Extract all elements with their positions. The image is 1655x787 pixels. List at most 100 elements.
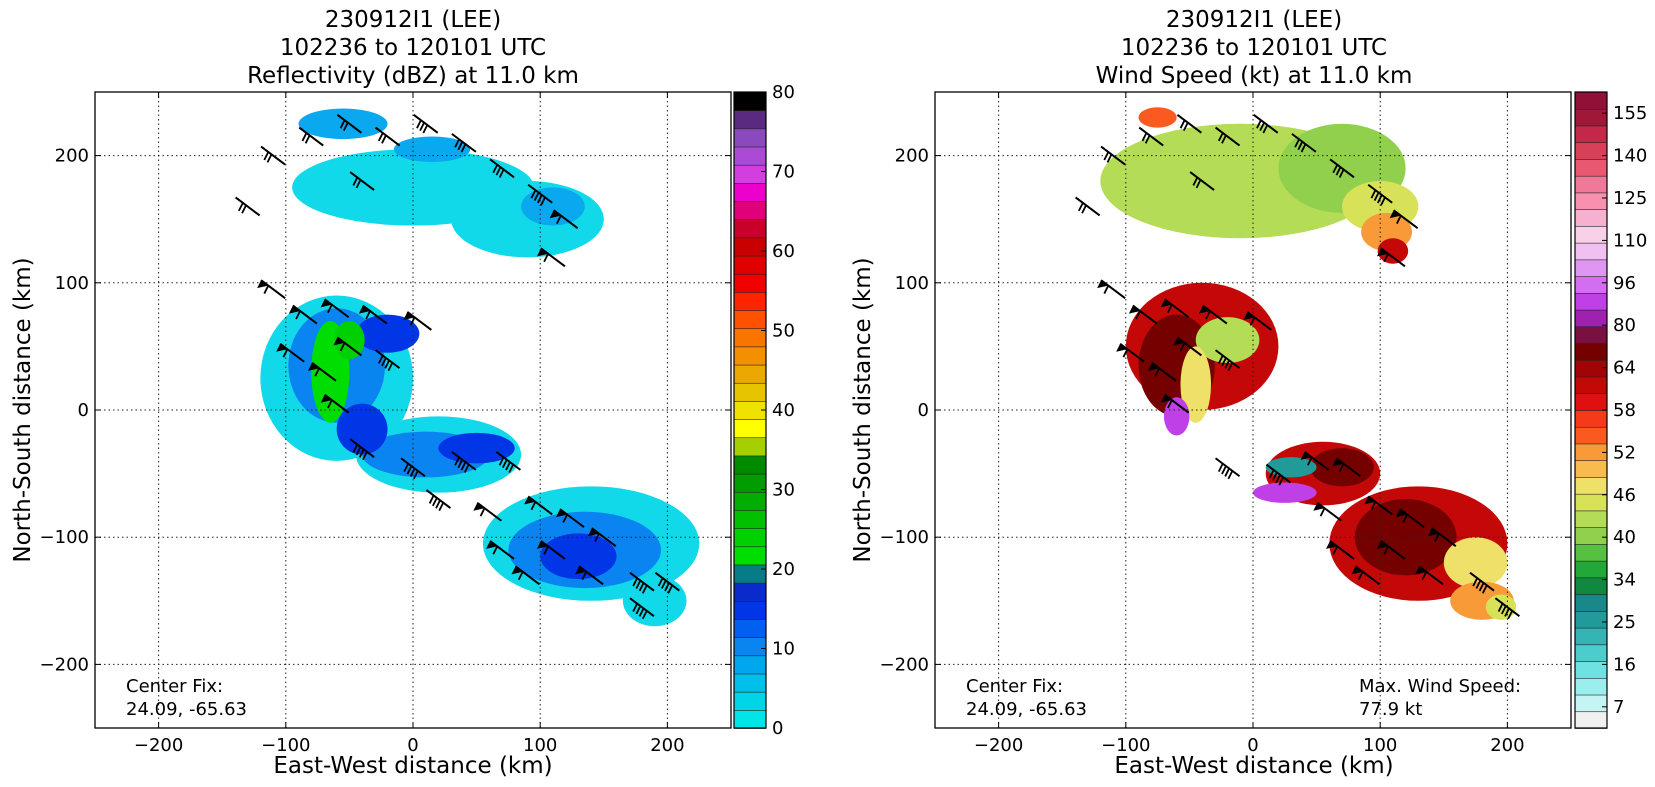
colorbar-segment [733, 346, 767, 366]
barb-flag [543, 253, 549, 263]
barb-flag [1221, 357, 1227, 367]
barb-shaft [400, 457, 426, 478]
colorbar-tick-label: 80 [772, 82, 795, 103]
colorbar-segment [1574, 175, 1608, 194]
barb-shaft [349, 438, 375, 458]
barb-pennant [403, 311, 415, 320]
barb-shaft [451, 451, 477, 471]
wind-barb [451, 451, 477, 473]
center-fix-value: 24.09, -65.63 [126, 699, 247, 720]
wind-speed-plot-area: −200 −100 0 100 200 −200 −100 0 100 200 [880, 91, 1572, 756]
barb-shaft [336, 336, 362, 357]
barb-flag [387, 362, 394, 372]
center-fix-label: Center Fix: [126, 676, 223, 697]
colorbar-segment [733, 309, 767, 330]
wind-barb [486, 540, 515, 560]
wind-barb [489, 158, 515, 179]
colorbar-segment [1574, 660, 1608, 679]
barb-flag [1376, 194, 1383, 204]
colorbar-segment [733, 436, 767, 457]
barb-flag [301, 132, 308, 142]
data-cell [1354, 499, 1457, 576]
x-tick-label: 200 [1490, 735, 1524, 756]
colorbar-tick-label: 46 [1613, 485, 1636, 506]
wind-barb [336, 114, 362, 134]
barb-shaft [1367, 183, 1393, 204]
colorbar-tick-label: 60 [772, 241, 795, 262]
barb-flag [543, 545, 549, 555]
barb-flag [498, 456, 505, 466]
colorbar-segment [733, 655, 767, 675]
barb-flag [508, 464, 515, 473]
barb-shaft [1100, 145, 1126, 166]
barb-pennant [511, 566, 523, 575]
wind-barb [1214, 349, 1241, 372]
y-tick-label: 200 [895, 146, 929, 167]
colorbar-segment [1574, 326, 1608, 344]
colorbar-segment [733, 200, 767, 220]
barb-flag [327, 399, 333, 409]
barb-shaft [1138, 126, 1164, 147]
barb-shaft [1291, 133, 1317, 153]
barb-shaft [260, 145, 286, 166]
x-tick-label: 200 [650, 735, 684, 756]
wind-barb [1396, 508, 1425, 528]
colorbar-segment [1574, 710, 1608, 729]
barb-flag [412, 470, 419, 480]
wind-barb [1214, 457, 1241, 480]
colorbar-segment [1574, 476, 1608, 495]
barb-shaft [406, 311, 432, 331]
wind-barb [1326, 540, 1355, 560]
barb-shaft [540, 540, 566, 560]
barb-shaft [235, 196, 261, 217]
wind-barb [1198, 304, 1228, 325]
max-wind-label: Max. Wind Speed: [1359, 676, 1521, 697]
barb-flag [266, 153, 273, 163]
wind-barb [1300, 451, 1330, 471]
barb-shaft [1176, 114, 1203, 134]
barb-flag [406, 465, 413, 475]
barb-flag [1103, 151, 1110, 161]
barb-shaft [654, 571, 681, 592]
colorbar-tick-label: 0 [772, 718, 783, 739]
barb-flag [498, 169, 505, 178]
wind-barb [1097, 279, 1126, 299]
barb-flag [1472, 577, 1478, 587]
barb-pennant [1160, 394, 1172, 403]
barb-flag [540, 196, 546, 206]
colorbar-tick-label: 110 [1613, 230, 1647, 251]
barb-flag [362, 451, 368, 461]
barb-pennant [307, 362, 319, 371]
barb-flag [1338, 463, 1345, 473]
wind-barb [629, 597, 655, 620]
barb-flag [263, 285, 270, 294]
wind-barbs [1075, 114, 1521, 620]
colorbar-segment [733, 382, 767, 402]
colorbar-segment [1574, 409, 1608, 428]
colorbar-segment [1574, 392, 1608, 411]
barb-flag [1182, 122, 1189, 132]
wind-barb [298, 126, 324, 147]
colorbar-segment [1574, 644, 1608, 662]
barb-flag [1507, 610, 1514, 620]
barb-flag [1179, 119, 1186, 129]
wind-barbs [235, 114, 681, 620]
colorbar-tick-label: 7 [1613, 697, 1624, 718]
barb-pennant [536, 540, 548, 549]
barb-flag [632, 603, 638, 612]
colorbar-segment [733, 273, 767, 293]
wind-barb [358, 304, 388, 325]
barb-shaft [1100, 279, 1126, 299]
barb-flag [352, 444, 359, 453]
barb-flag [1135, 310, 1141, 320]
colorbar-segment [1574, 275, 1608, 294]
barb-pennant [257, 280, 269, 289]
wind-barb [1427, 527, 1457, 548]
barb-pennant [1128, 305, 1140, 314]
barb-flag [1373, 192, 1380, 201]
colorbar-segment [1574, 459, 1608, 478]
barb-flag [238, 202, 244, 212]
colorbar-segment [733, 364, 767, 384]
barb-flag [304, 134, 311, 144]
barb-shaft [451, 133, 477, 153]
